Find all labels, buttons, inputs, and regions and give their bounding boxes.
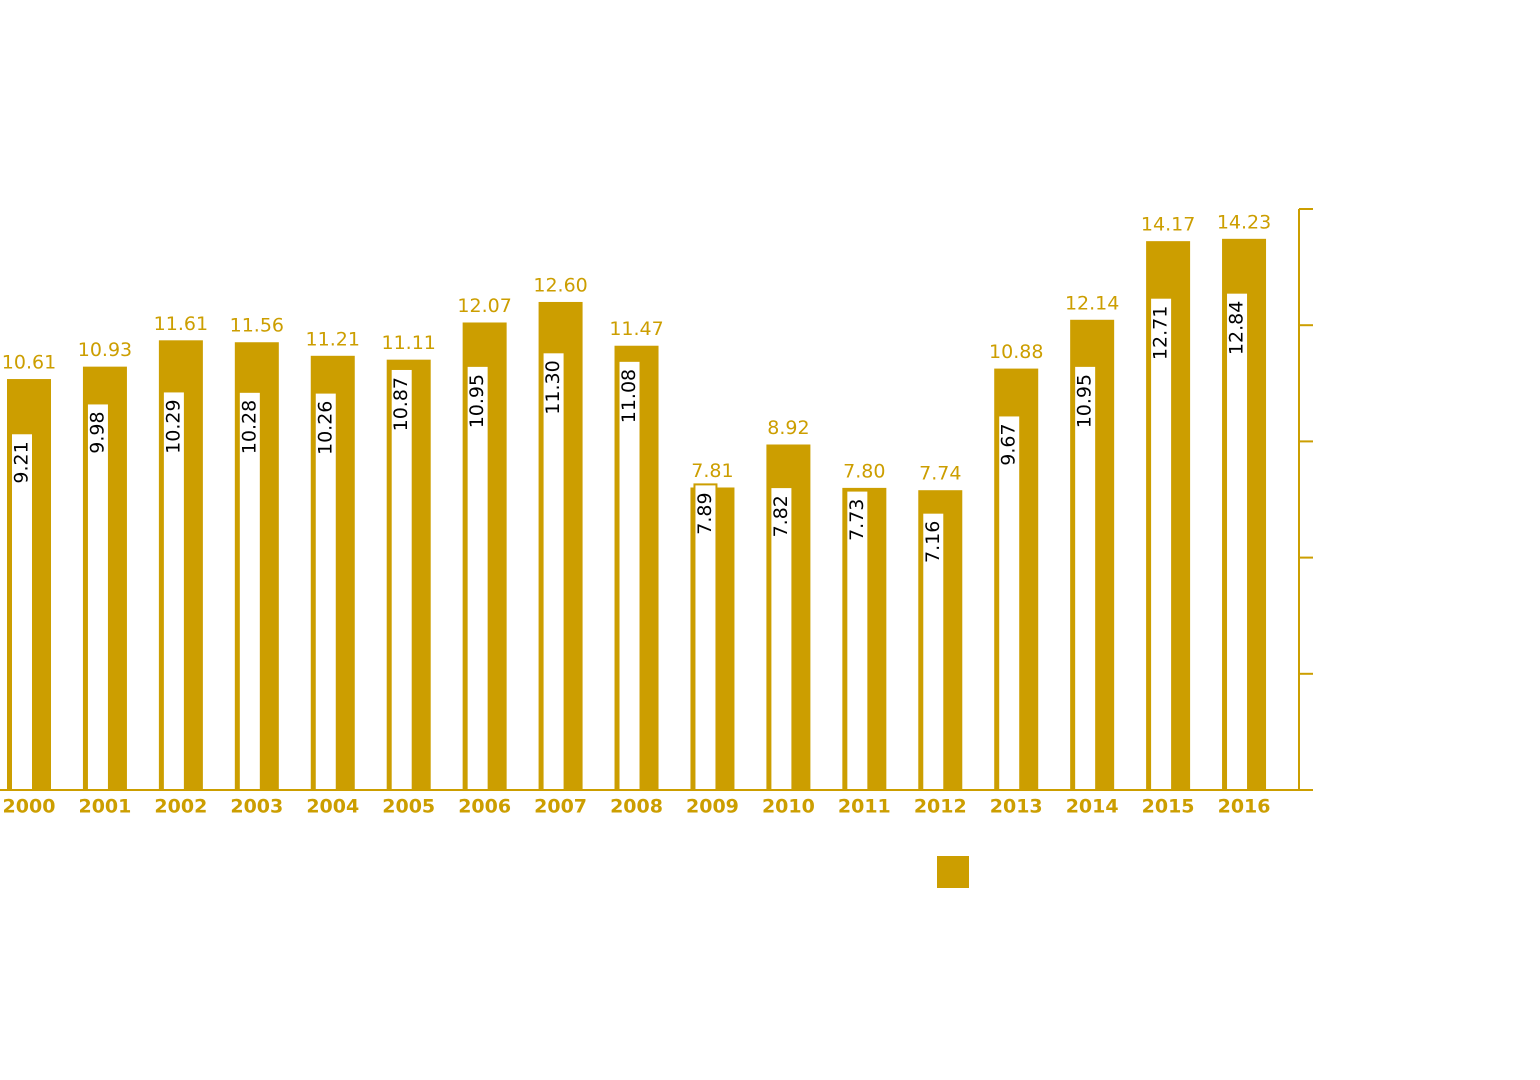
value-label: 10.95 <box>1074 374 1096 428</box>
x-tick-label: 2000 <box>3 796 56 818</box>
value-label: 9.21 <box>11 441 33 483</box>
value-label: 10.29 <box>162 399 184 453</box>
value-label: 11.56 <box>230 315 284 337</box>
value-label: 10.28 <box>238 400 260 454</box>
bar <box>1149 296 1174 791</box>
bar <box>997 414 1022 791</box>
value-label: 11.30 <box>542 360 564 414</box>
value-label: 10.88 <box>989 341 1043 363</box>
value-label: 14.17 <box>1141 214 1195 236</box>
value-label: 11.11 <box>381 332 435 354</box>
x-tick-label: 2009 <box>686 796 739 818</box>
x-tick-label: 2004 <box>306 796 359 818</box>
value-label: 12.71 <box>1150 306 1172 360</box>
value-label: 11.47 <box>609 318 663 340</box>
x-tick-label: 2012 <box>914 796 967 818</box>
x-tick-label: 2006 <box>458 796 511 818</box>
value-label: 11.08 <box>618 369 640 423</box>
value-label: 7.80 <box>843 460 885 482</box>
value-label: 12.60 <box>533 274 587 296</box>
value-label: 14.23 <box>1217 211 1271 233</box>
value-label: 8.92 <box>767 417 809 439</box>
x-tick-label: 2013 <box>990 796 1043 818</box>
value-label: 7.73 <box>846 499 868 541</box>
value-label: 12.07 <box>457 295 511 317</box>
x-tick-label: 2003 <box>230 796 283 818</box>
value-label: 10.61 <box>2 352 56 374</box>
bar <box>1073 364 1098 791</box>
bar <box>10 432 34 791</box>
x-tick-label: 2007 <box>534 796 587 818</box>
x-tick-label: 2015 <box>1142 796 1195 818</box>
bar <box>465 364 490 791</box>
value-label: 9.98 <box>86 411 108 453</box>
bar <box>617 359 642 791</box>
value-label: 7.74 <box>919 463 961 485</box>
value-label: 7.16 <box>922 521 944 563</box>
x-tick-label: 2005 <box>382 796 435 818</box>
bar <box>1225 291 1250 791</box>
value-label: 12.84 <box>1226 301 1248 355</box>
bar <box>541 351 566 791</box>
x-tick-label: 2010 <box>762 796 815 818</box>
x-tick-label: 2002 <box>154 796 207 818</box>
value-label: 7.89 <box>694 492 716 534</box>
x-tick-label: 2016 <box>1218 796 1271 818</box>
value-label: 7.81 <box>691 460 733 482</box>
value-label: 10.87 <box>390 377 412 431</box>
bar <box>85 402 110 791</box>
value-label: 10.93 <box>78 339 132 361</box>
legend-swatch <box>937 856 969 888</box>
value-label: 10.95 <box>466 374 488 428</box>
x-tick-label: 2014 <box>1066 796 1119 818</box>
x-tick-label: 2011 <box>838 796 891 818</box>
x-tick-label: 2001 <box>78 796 131 818</box>
x-tick-label: 2008 <box>610 796 663 818</box>
value-label: 11.21 <box>306 328 360 350</box>
value-label: 9.67 <box>998 423 1020 465</box>
value-label: 7.82 <box>770 495 792 537</box>
value-label: 12.14 <box>1065 292 1119 314</box>
value-label: 11.61 <box>154 313 208 335</box>
value-label: 10.26 <box>314 401 336 455</box>
